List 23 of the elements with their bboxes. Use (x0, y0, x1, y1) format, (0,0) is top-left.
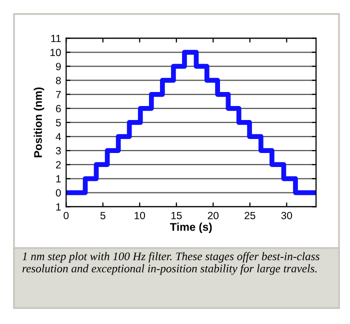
y-tick-label: 2 (56, 161, 61, 168)
text: 1 nm step plot with 100 Hz filter. These stages offer best-in-class resolution and exceptional in-position stability for large travels. (22, 252, 320, 275)
x-tick-label: 10 (134, 212, 146, 220)
y-tick-label: 6 (56, 104, 61, 112)
y-tick-label: 9 (56, 62, 61, 70)
x-axis-title: Time (s) (170, 222, 212, 234)
y-tick-label: 8 (56, 76, 61, 84)
x-tick-label: 5 (100, 212, 106, 220)
x-tick-label: 15 (171, 212, 182, 220)
y-tick-label: 1 (56, 175, 61, 182)
x-tick-label: 30 (281, 212, 292, 220)
y-tick-label: 4 (56, 133, 61, 140)
y-tick-label: 3 (56, 147, 61, 154)
y-axis-title: Position (nm) (34, 88, 44, 158)
y-tick-label: 1 (56, 203, 61, 210)
y-tick-label: 10 (50, 48, 61, 56)
y-tick-label: 11 (51, 34, 61, 42)
x-tick-label: 25 (244, 212, 256, 220)
y-tick-label: 0 (56, 189, 61, 197)
y-tick-label: 5 (56, 119, 61, 126)
x-tick-label: 0 (64, 212, 69, 220)
y-tick-label: 7 (56, 91, 61, 98)
x-tick-label: 20 (208, 212, 219, 220)
